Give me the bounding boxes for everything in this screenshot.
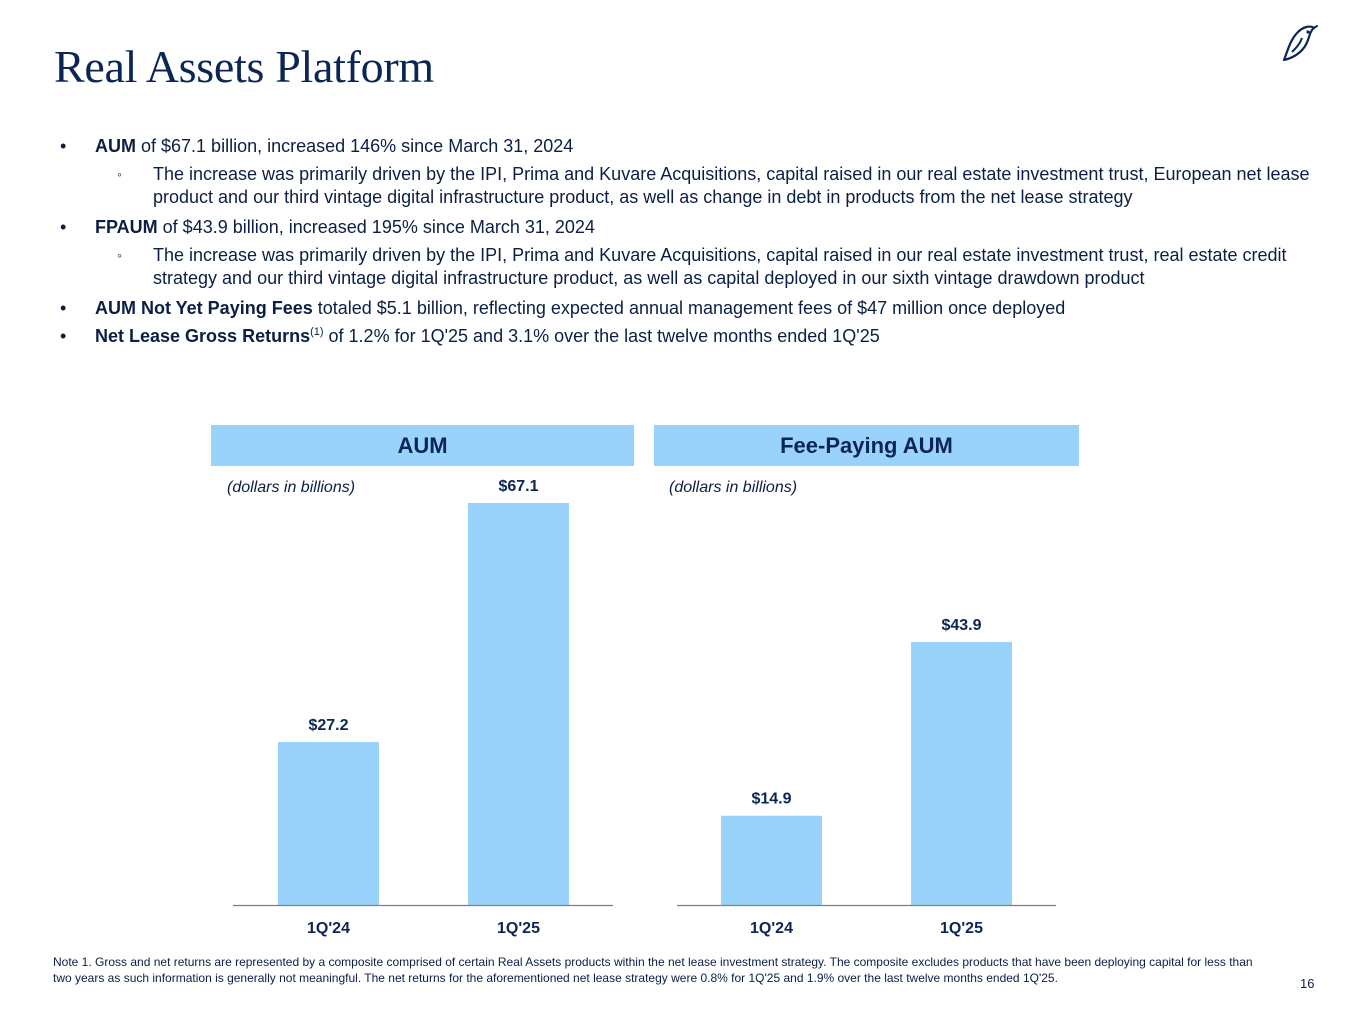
bird-logo-icon <box>1282 25 1318 62</box>
bullet-aum: • AUM of $67.1 billion, increased 146% s… <box>60 132 1310 160</box>
bullet-text: totaled $5.1 billion, reflecting expecte… <box>312 298 1066 318</box>
fpaum-chart-header: Fee-Paying AUM <box>654 425 1079 466</box>
bar <box>721 815 822 905</box>
bar-value-label: $43.9 <box>941 617 981 634</box>
x-tick-label: 1Q'24 <box>750 920 793 937</box>
sub-bullet-text: The increase was primarily driven by the… <box>153 164 1310 207</box>
bullet-list: • AUM of $67.1 billion, increased 146% s… <box>60 132 1310 350</box>
bullet-text: of $43.9 billion, increased 195% since M… <box>157 217 595 237</box>
sub-bullet-marker: ◦ <box>117 166 122 182</box>
bullet-marker: • <box>60 217 67 237</box>
footnote-ref: (1) <box>310 326 324 338</box>
fpaum-units-label: (dollars in billions) <box>669 479 798 496</box>
bullet-bold: AUM Not Yet Paying Fees <box>95 298 313 318</box>
bullet-aum-not-yet-paying: • AUM Not Yet Paying Fees totaled $5.1 b… <box>60 294 1310 322</box>
bullet-text: of 1.2% for 1Q'25 and 3.1% over the last… <box>323 326 880 346</box>
sub-bullet-marker: ◦ <box>117 247 122 263</box>
footnote: Note 1. Gross and net returns are repres… <box>53 955 1253 985</box>
x-tick-label: 1Q'25 <box>940 920 983 937</box>
bullet-marker: • <box>60 136 67 156</box>
bar <box>278 742 379 905</box>
bullet-net-lease-returns: • Net Lease Gross Returns(1) of 1.2% for… <box>60 322 1310 350</box>
bar <box>468 503 569 905</box>
aum-chart-header: AUM <box>211 425 634 466</box>
bullet-bold: FPAUM <box>95 217 158 237</box>
bar-value-label: $27.2 <box>308 717 348 734</box>
bar <box>911 641 1012 905</box>
sub-bullet-text: The increase was primarily driven by the… <box>153 245 1287 288</box>
page-title: Real Assets Platform <box>54 41 434 92</box>
aum-units-label: (dollars in billions) <box>227 479 356 496</box>
page-number: 16 <box>1300 976 1315 991</box>
bullet-marker: • <box>60 298 67 318</box>
sub-bullet-aum: ◦ The increase was primarily driven by t… <box>60 163 1310 209</box>
bullet-fpaum: • FPAUM of $43.9 billion, increased 195%… <box>60 213 1310 241</box>
bullet-bold: AUM <box>95 136 136 156</box>
bullet-text: of $67.1 billion, increased 146% since M… <box>136 136 574 156</box>
bar-value-label: $14.9 <box>751 791 791 808</box>
bullet-bold: Net Lease Gross Returns <box>95 326 311 346</box>
x-tick-label: 1Q'25 <box>497 920 540 937</box>
sub-bullet-fpaum: ◦ The increase was primarily driven by t… <box>60 244 1310 290</box>
x-tick-label: 1Q'24 <box>307 920 350 937</box>
bullet-marker: • <box>60 326 67 346</box>
bar-value-label: $67.1 <box>498 478 538 495</box>
